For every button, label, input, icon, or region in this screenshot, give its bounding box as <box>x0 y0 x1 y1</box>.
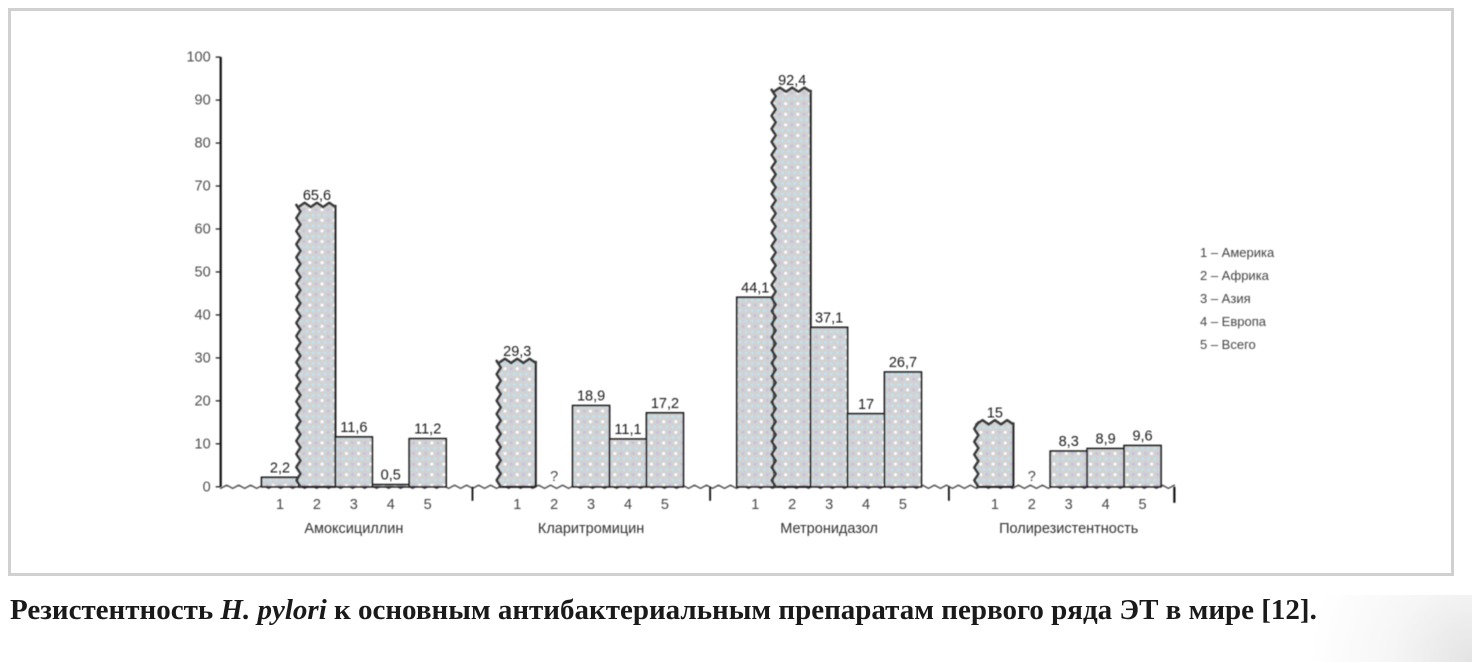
svg-text:4: 4 <box>387 497 395 513</box>
svg-text:Метронидазол: Метронидазол <box>780 521 878 537</box>
svg-text:4: 4 <box>1102 497 1110 513</box>
svg-text:50: 50 <box>195 264 211 280</box>
svg-text:5: 5 <box>661 497 669 513</box>
svg-text:1: 1 <box>276 497 284 513</box>
svg-text:1: 1 <box>751 497 759 513</box>
svg-text:Амоксициллин: Амоксициллин <box>304 521 403 537</box>
svg-text:?: ? <box>550 469 558 485</box>
svg-text:3 – Азия: 3 – Азия <box>1200 291 1251 306</box>
svg-text:2: 2 <box>313 497 321 513</box>
svg-text:8,9: 8,9 <box>1096 432 1116 448</box>
svg-text:40: 40 <box>195 307 211 323</box>
svg-text:2: 2 <box>788 497 796 513</box>
svg-text:26,7: 26,7 <box>889 355 917 371</box>
svg-text:1: 1 <box>991 497 999 513</box>
svg-text:18,9: 18,9 <box>577 389 605 405</box>
svg-text:Полирезистентность: Полирезистентность <box>999 521 1138 537</box>
svg-text:2: 2 <box>1028 497 1036 513</box>
svg-text:100: 100 <box>186 50 210 66</box>
svg-text:3: 3 <box>1065 497 1073 513</box>
svg-text:4: 4 <box>862 497 870 513</box>
svg-text:17,2: 17,2 <box>651 396 679 412</box>
svg-text:5 – Всего: 5 – Всего <box>1200 337 1256 352</box>
svg-text:37,1: 37,1 <box>815 310 843 326</box>
svg-text:44,1: 44,1 <box>741 280 769 296</box>
svg-text:4: 4 <box>624 497 632 513</box>
svg-text:2: 2 <box>550 497 558 513</box>
svg-text:5: 5 <box>899 497 907 513</box>
svg-text:1: 1 <box>513 497 521 513</box>
svg-text:10: 10 <box>195 436 211 452</box>
svg-text:2,2: 2,2 <box>270 460 290 476</box>
svg-text:8,3: 8,3 <box>1059 434 1079 450</box>
svg-text:29,3: 29,3 <box>503 344 531 360</box>
svg-text:70: 70 <box>195 179 211 195</box>
svg-text:0: 0 <box>203 479 211 495</box>
svg-text:15: 15 <box>987 405 1003 421</box>
svg-text:20: 20 <box>195 393 211 409</box>
svg-text:1 – Америка: 1 – Америка <box>1200 245 1275 260</box>
svg-text:?: ? <box>1028 469 1036 485</box>
svg-text:Кларитромицин: Кларитромицин <box>538 521 644 537</box>
svg-text:5: 5 <box>424 497 432 513</box>
svg-text:17: 17 <box>858 397 874 413</box>
svg-text:90: 90 <box>195 93 211 109</box>
svg-text:4 – Европа: 4 – Европа <box>1200 314 1267 329</box>
svg-text:3: 3 <box>587 497 595 513</box>
svg-text:80: 80 <box>195 136 211 152</box>
svg-text:3: 3 <box>350 497 358 513</box>
svg-text:60: 60 <box>195 221 211 237</box>
svg-text:11,1: 11,1 <box>614 422 641 438</box>
svg-text:92,4: 92,4 <box>778 73 806 89</box>
svg-text:3: 3 <box>825 497 833 513</box>
svg-text:0,5: 0,5 <box>381 468 401 484</box>
svg-text:2 – Африка: 2 – Африка <box>1200 268 1270 283</box>
svg-text:5: 5 <box>1139 497 1147 513</box>
svg-text:11,2: 11,2 <box>414 422 441 438</box>
svg-text:11,6: 11,6 <box>340 420 367 436</box>
svg-text:65,6: 65,6 <box>303 188 331 204</box>
svg-text:30: 30 <box>195 350 211 366</box>
svg-text:9,6: 9,6 <box>1132 429 1152 445</box>
